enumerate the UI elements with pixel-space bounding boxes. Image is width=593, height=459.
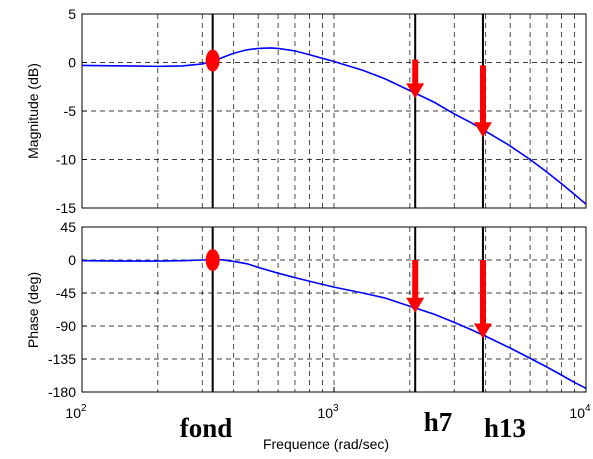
y-tick-label: 45 [60,219,76,235]
x-tick-base: 10 [317,405,333,421]
red-marker-ellipse [205,249,220,271]
red-marker-ellipse [205,49,220,72]
y-tick-label: -180 [48,384,76,400]
phase-y-ticks: 45 0 -45 -90 -135 -180 [48,219,87,400]
red-arrow-head [406,83,425,99]
y-tick-label: 0 [68,252,76,268]
y-tick-label: -10 [56,152,76,168]
magnitude-panel: 5 0 -5 -10 -15 Magnitude (dB) [25,6,587,216]
phase-axis-label: Phase (deg) [25,272,41,348]
y-tick-label: -15 [56,200,76,216]
x-tick-label: 104 [569,403,591,421]
y-tick-label: -5 [64,103,77,119]
red-arrow-head [473,323,492,339]
x-tick-label: 103 [317,403,339,421]
phase-panel: 45 0 -45 -90 -135 -180 Phase (deg) [25,219,587,400]
y-tick-label: 0 [68,55,76,71]
phase-markers [205,249,220,271]
x-tick-base: 10 [569,405,585,421]
magnitude-gridlines [82,14,586,208]
y-tick-label: -135 [48,351,76,367]
x-tick-exponent: 4 [585,403,591,414]
x-tick-label: 102 [65,403,87,421]
y-tick-label: 5 [68,6,76,22]
x-tick-exponent: 2 [81,403,87,414]
phase-vertical-markers [211,227,484,392]
x-axis-label: Frequence (rad/sec) [263,436,389,452]
red-arrow-head [406,297,425,313]
x-tick-exponent: 3 [333,403,339,414]
phase-gridlines [82,227,586,392]
x-tick-base: 10 [65,405,81,421]
label-h13: h13 [484,413,526,443]
y-tick-label: -90 [56,318,76,334]
magnitude-markers [205,49,220,72]
label-h7: h7 [424,407,453,437]
label-fond: fond [180,413,233,443]
y-tick-label: -45 [56,285,76,301]
magnitude-arrows [406,59,492,138]
phase-arrows [406,260,492,339]
x-tick-labels: 102 103 104 [65,387,591,421]
magnitude-y-ticks: 5 0 -5 -10 -15 [56,6,87,216]
magnitude-axis-label: Magnitude (dB) [25,63,41,159]
red-arrow-head [473,122,492,138]
phase-curve [82,258,586,390]
